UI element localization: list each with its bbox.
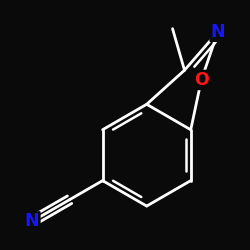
Text: N: N <box>210 23 225 41</box>
Text: O: O <box>194 71 209 89</box>
Text: N: N <box>25 212 40 230</box>
